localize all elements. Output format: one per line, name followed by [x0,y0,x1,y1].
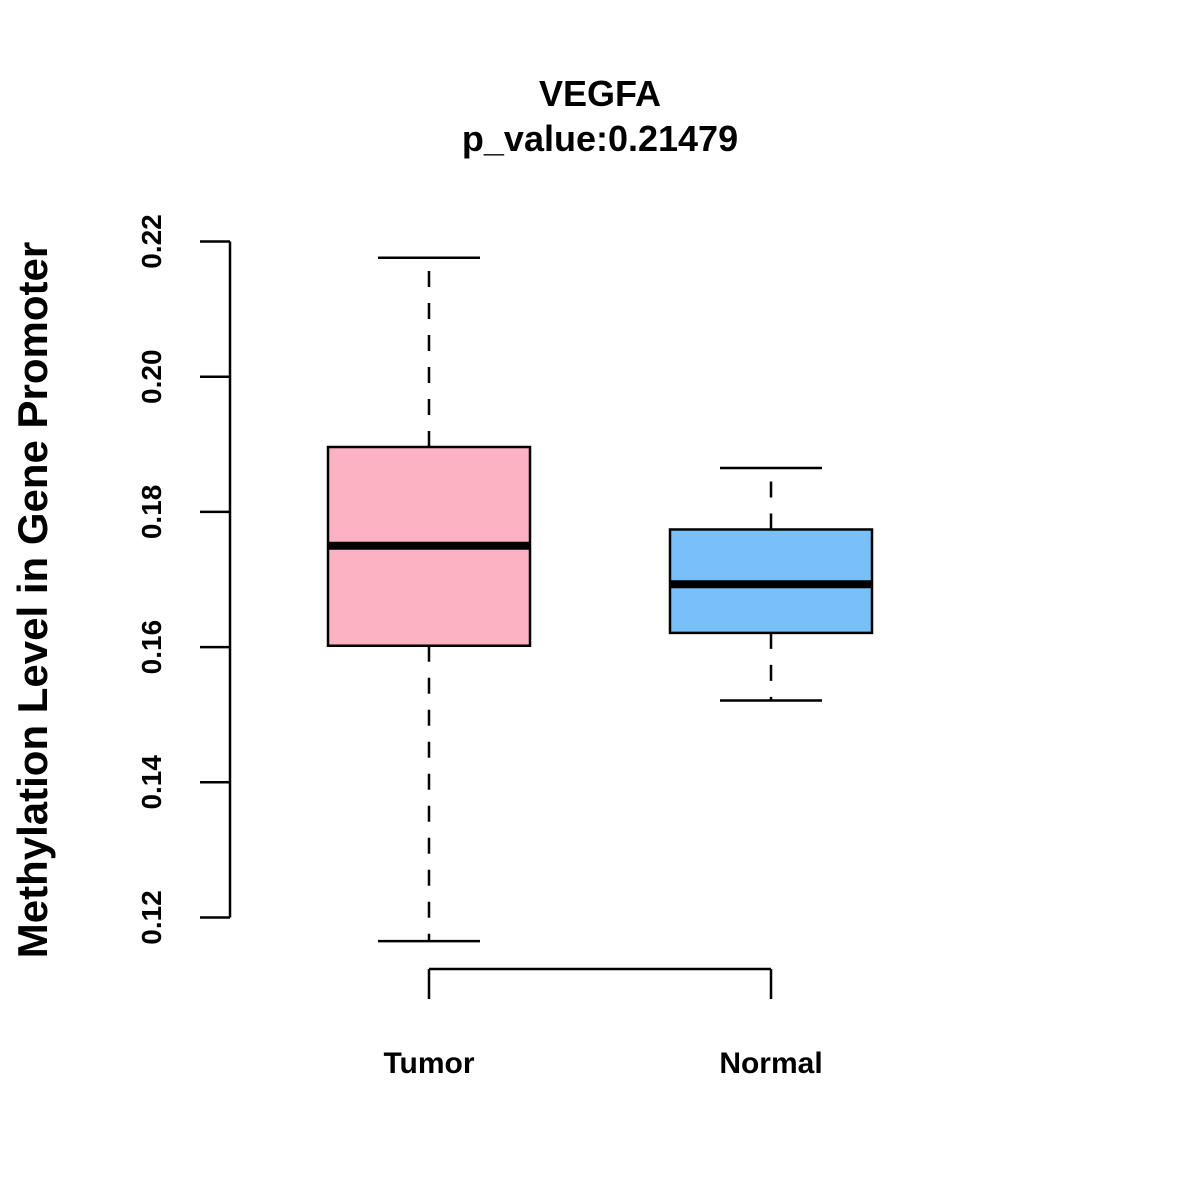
y-tick-label: 0.20 [136,349,167,404]
y-tick-label: 0.18 [136,485,167,540]
x-tick-label: Normal [719,1047,822,1080]
chart-subtitle: p_value:0.21479 [462,118,738,159]
y-tick-label: 0.14 [136,755,167,810]
chart-title: VEGFA [539,73,661,114]
y-tick-label: 0.22 [136,214,167,269]
x-axis: Tumor Normal [383,967,823,1080]
box-group [326,256,874,943]
box-normal [668,466,874,702]
y-axis-label: Methylation Level in Gene Promoter [9,242,56,958]
x-tick-label: Tumor [383,1047,474,1080]
box-tumor [326,256,532,943]
y-tick-label: 0.16 [136,620,167,675]
y-tick-label: 0.12 [136,890,167,945]
y-axis: 0.12 0.14 0.16 0.18 0.20 0.22 [136,214,232,945]
